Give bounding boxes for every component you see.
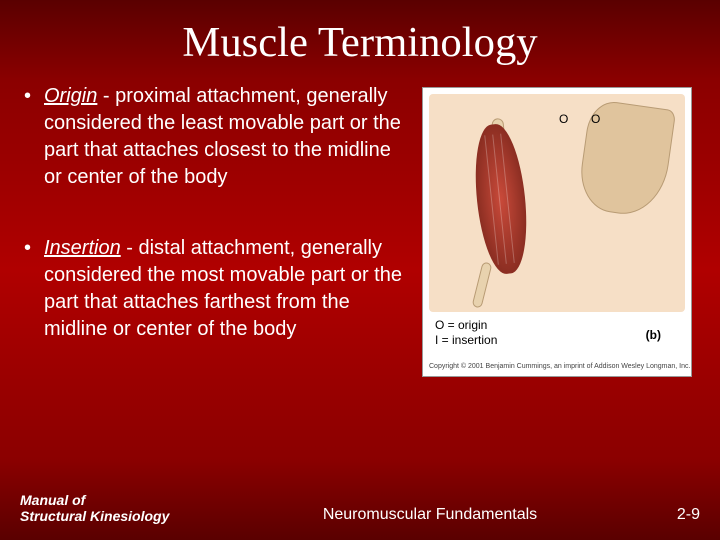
legend-origin: O = origin [435, 318, 497, 333]
figure-copyright: Copyright © 2001 Benjamin Cummings, an i… [429, 363, 690, 370]
legend-insertion: I = insertion [435, 333, 497, 348]
term-insertion: Insertion [44, 237, 121, 259]
figure-legend: O = origin I = insertion [435, 318, 497, 348]
footer-source-line2: Structural Kinesiology [20, 508, 220, 524]
muscle-striation [484, 135, 499, 264]
origin-marker-o1: O [559, 112, 568, 126]
footer-chapter: Neuromuscular Fundamentals [220, 506, 640, 524]
figure-column: O O O = origin I = insertion (b) Copyrig… [422, 83, 692, 387]
footer-page-number: 2-9 [640, 506, 700, 524]
footer-source-line1: Manual of [20, 492, 220, 508]
content-row: Origin - proximal attachment, generally … [0, 67, 720, 387]
footer-source: Manual of Structural Kinesiology [20, 492, 220, 524]
bullet-column: Origin - proximal attachment, generally … [44, 83, 422, 387]
anatomy-figure: O O O = origin I = insertion (b) Copyrig… [422, 87, 692, 377]
slide-footer: Manual of Structural Kinesiology Neuromu… [0, 492, 720, 524]
muscle-striation [492, 134, 507, 263]
origin-marker-o2: O [591, 112, 600, 126]
term-origin: Origin [44, 85, 97, 107]
bullet-insertion: Insertion - distal attachment, generally… [44, 235, 410, 343]
panel-label: (b) [646, 328, 661, 342]
slide-title: Muscle Terminology [0, 0, 720, 67]
muscle-striation [500, 134, 515, 263]
def-origin: - proximal attachment, generally conside… [44, 85, 401, 188]
bullet-origin: Origin - proximal attachment, generally … [44, 83, 410, 191]
